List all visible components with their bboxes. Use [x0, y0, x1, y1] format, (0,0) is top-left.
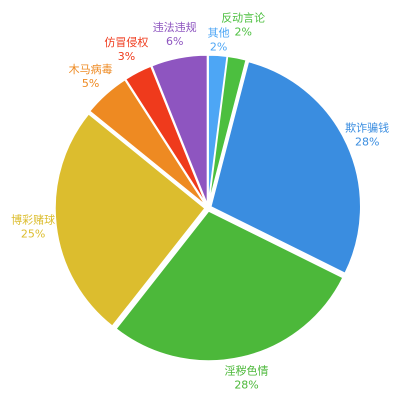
pie-slice	[88, 78, 207, 207]
pie-slice	[150, 54, 209, 206]
pie-slice	[124, 65, 208, 206]
slice-label: 违法违规	[153, 20, 197, 34]
slice-value-label: 5%	[82, 77, 99, 90]
slice-label: 欺诈骗钱	[345, 120, 389, 134]
slice-value-label: 28%	[355, 135, 379, 148]
slice-value-label: 2%	[210, 40, 227, 53]
pie-slice	[209, 60, 362, 275]
slice-value-label: 28%	[234, 379, 258, 392]
pie-slice	[54, 112, 207, 328]
slice-label: 其他	[208, 26, 230, 39]
slice-label: 仿冒侵权	[104, 36, 148, 49]
slice-value-label: 25%	[21, 228, 45, 241]
slice-value-label: 2%	[234, 25, 251, 38]
pie-slice	[207, 55, 248, 206]
slice-label: 反动言论	[221, 10, 265, 24]
slice-label: 木马病毒	[69, 62, 113, 76]
slice-value-label: 3%	[118, 50, 135, 63]
slice-label: 博彩赌球	[11, 213, 55, 227]
slice-label: 淫秽色情	[225, 364, 269, 378]
slice-value-label: 6%	[166, 35, 183, 48]
pie-slice	[114, 209, 345, 362]
